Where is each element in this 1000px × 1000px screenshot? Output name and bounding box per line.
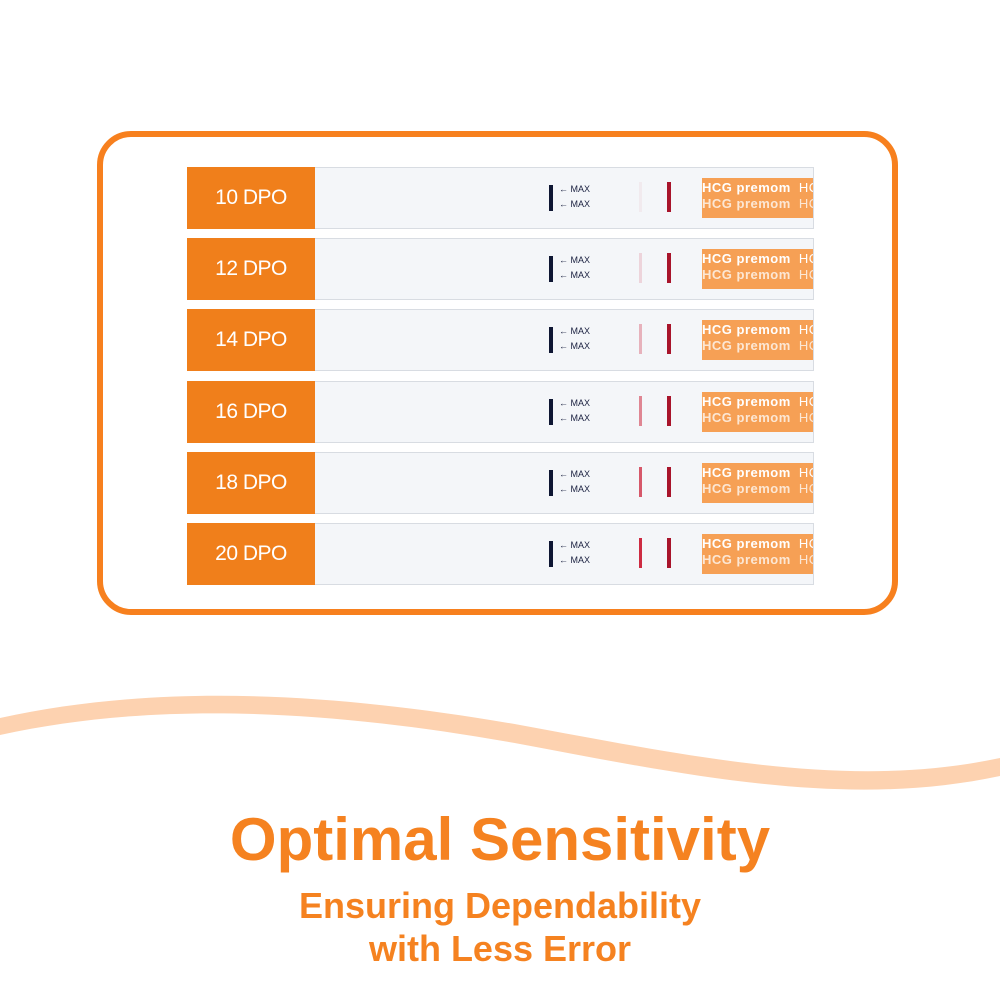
max-line-marker — [549, 541, 553, 567]
max-arrow-label: ← MAX — [559, 255, 591, 265]
test-strip: ← MAX ← MAX HCG premomHCGpremomHCG HCG p… — [315, 167, 814, 229]
max-line-marker — [549, 399, 553, 425]
test-line — [639, 253, 642, 283]
max-line-marker — [549, 470, 553, 496]
dpo-label: 12 DPO — [187, 238, 315, 300]
max-arrow-label: ← MAX — [559, 326, 591, 336]
subline-2: with Less Error — [368, 928, 632, 969]
max-arrow-label: ← MAX — [559, 413, 591, 423]
max-arrow-label: ← MAX — [559, 398, 591, 408]
test-strip: ← MAX ← MAX HCG premomHCGpremomHCG HCG p… — [315, 523, 814, 585]
brand-band: HCG premomHCGpremomHCG HCG premomHCGprem… — [702, 392, 813, 432]
control-line — [667, 253, 671, 283]
dpo-label: 20 DPO — [187, 523, 315, 585]
test-strip-row: 18 DPO ← MAX ← MAX HCG premomHCGpremomHC… — [187, 452, 814, 514]
brand-band: HCG premomHCGpremomHCG HCG premomHCGprem… — [702, 178, 813, 218]
control-line — [667, 396, 671, 426]
max-arrow-label: ← MAX — [559, 199, 591, 209]
dpo-label: 18 DPO — [187, 452, 315, 514]
test-strip-row: 10 DPO ← MAX ← MAX HCG premomHCGpremomHC… — [187, 167, 814, 229]
control-line — [667, 538, 671, 568]
test-line — [639, 182, 642, 212]
max-arrow-label: ← MAX — [559, 341, 591, 351]
test-line — [639, 467, 642, 497]
brand-band: HCG premomHCGpremomHCG HCG premomHCGprem… — [702, 249, 813, 289]
subline-1: Ensuring Dependability — [298, 885, 702, 926]
test-strip: ← MAX ← MAX HCG premomHCGpremomHCG HCG p… — [315, 381, 814, 443]
max-arrow-label: ← MAX — [559, 484, 591, 494]
test-strip-row: 16 DPO ← MAX ← MAX HCG premomHCGpremomHC… — [187, 381, 814, 443]
max-line-marker — [549, 327, 553, 353]
max-arrow-label: ← MAX — [559, 184, 591, 194]
test-strip: ← MAX ← MAX HCG premomHCGpremomHCG HCG p… — [315, 309, 814, 371]
max-line-marker — [549, 256, 553, 282]
control-line — [667, 182, 671, 212]
max-arrow-label: ← MAX — [559, 469, 591, 479]
max-arrow-label: ← MAX — [559, 540, 591, 550]
headline: Optimal Sensitivity — [229, 806, 771, 873]
dpo-label: 10 DPO — [187, 167, 315, 229]
test-strip-row: 14 DPO ← MAX ← MAX HCG premomHCGpremomHC… — [187, 309, 814, 371]
test-strip: ← MAX ← MAX HCG premomHCGpremomHCG HCG p… — [315, 238, 814, 300]
brand-band: HCG premomHCGpremomHCG HCG premomHCGprem… — [702, 320, 813, 360]
test-line — [639, 324, 642, 354]
test-strip-row: 20 DPO ← MAX ← MAX HCG premomHCGpremomHC… — [187, 523, 814, 585]
dpo-label: 16 DPO — [187, 381, 315, 443]
brand-band: HCG premomHCGpremomHCG HCG premomHCGprem… — [702, 534, 813, 574]
test-strip-row: 12 DPO ← MAX ← MAX HCG premomHCGpremomHC… — [187, 238, 814, 300]
control-line — [667, 467, 671, 497]
max-arrow-label: ← MAX — [559, 270, 591, 280]
test-strip: ← MAX ← MAX HCG premomHCGpremomHCG HCG p… — [315, 452, 814, 514]
decorative-wave — [0, 695, 1000, 790]
control-line — [667, 324, 671, 354]
dpo-label: 14 DPO — [187, 309, 315, 371]
test-line — [639, 538, 642, 568]
max-arrow-label: ← MAX — [559, 555, 591, 565]
test-line — [639, 396, 642, 426]
max-line-marker — [549, 185, 553, 211]
brand-band: HCG premomHCGpremomHCG HCG premomHCGprem… — [702, 463, 813, 503]
